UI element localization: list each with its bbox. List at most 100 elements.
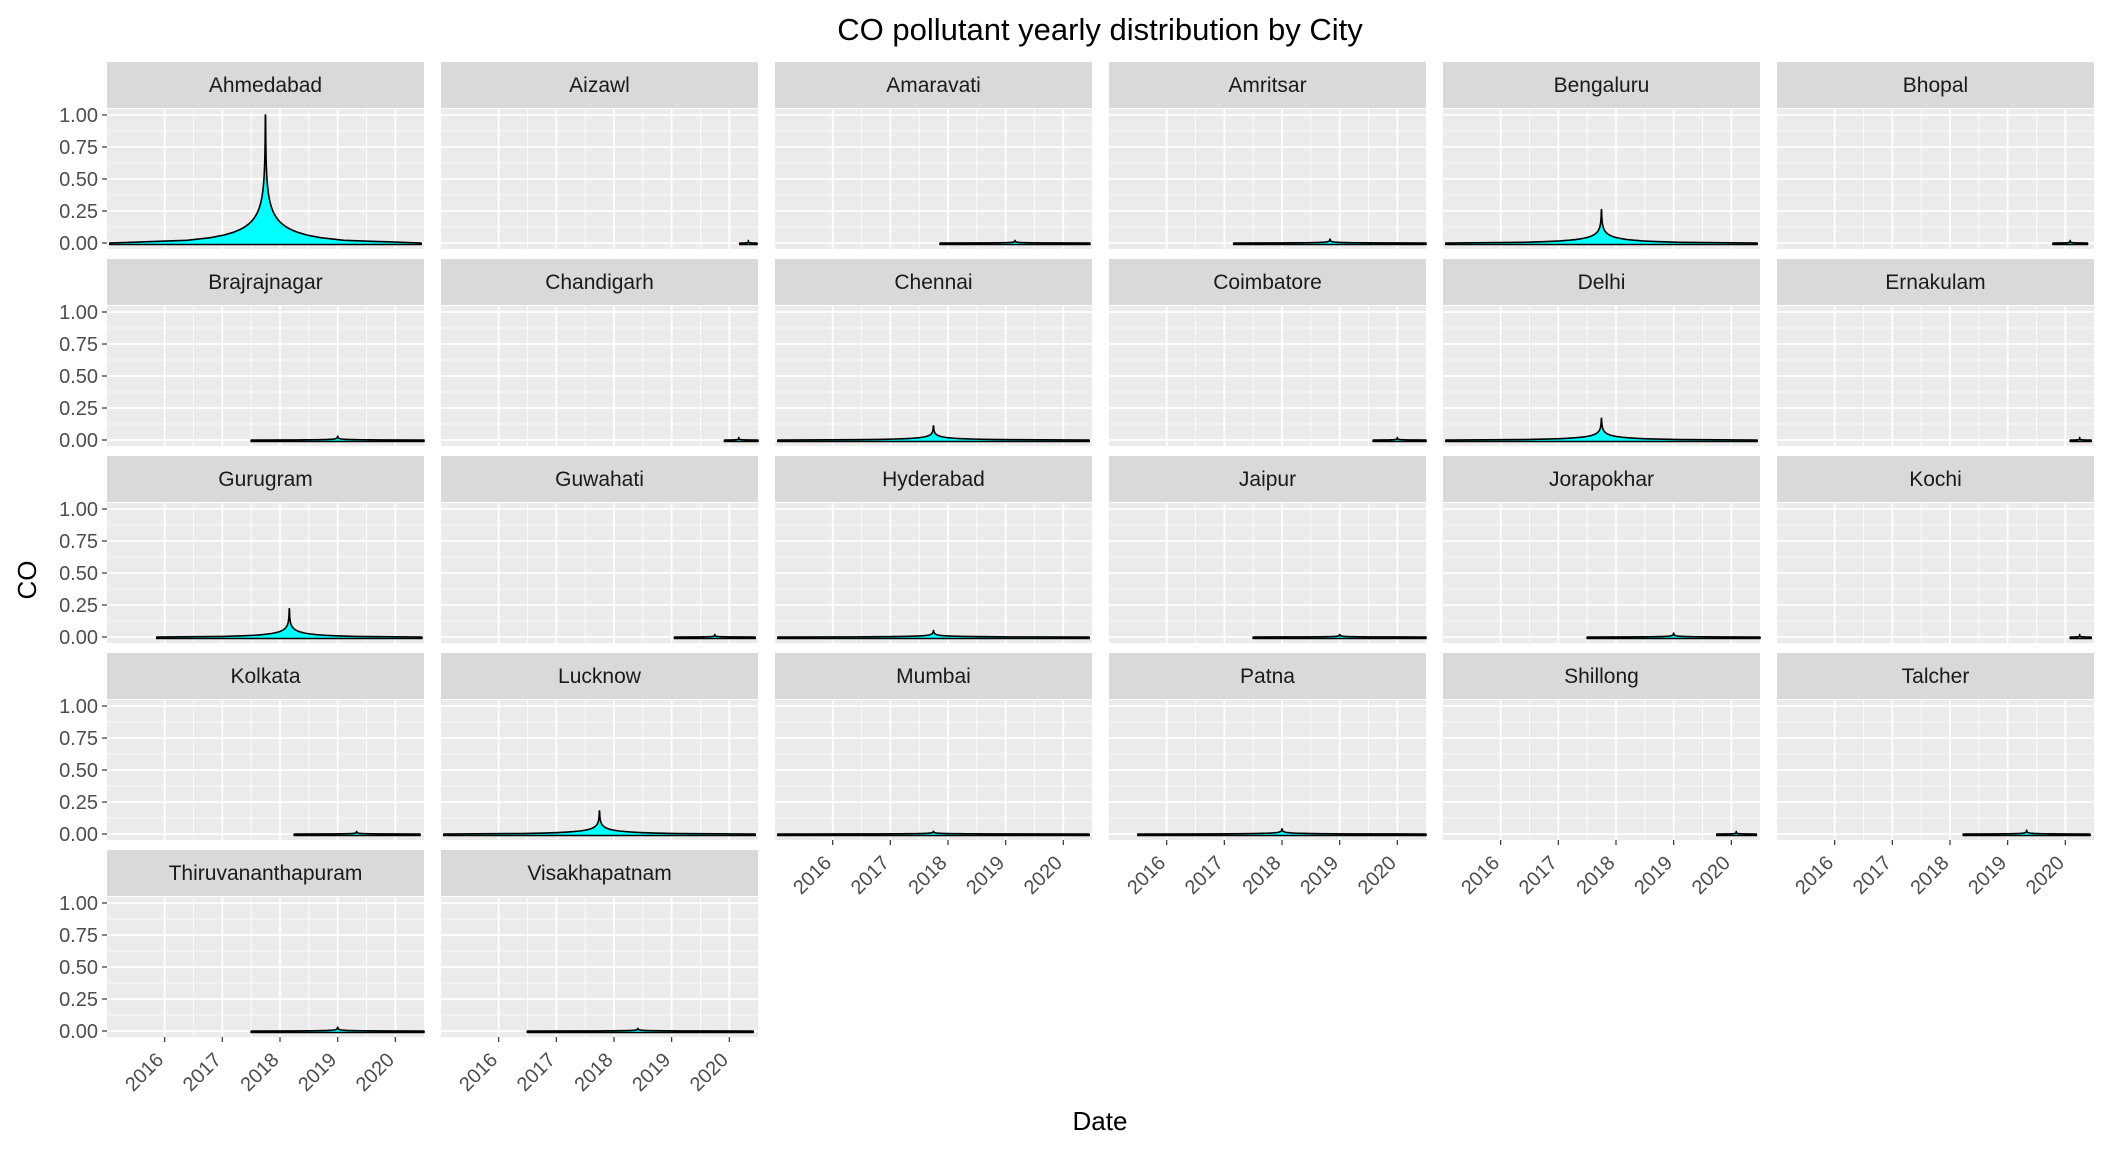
x-tick-label: 2017 [847,852,894,899]
violin-shape [738,239,758,246]
facet-strip [441,456,758,502]
facet-strip-label: Bengaluru [1554,74,1650,97]
facet-panel: Jaipur [1109,456,1427,643]
violin-shape [2052,239,2089,246]
facet-strip-label: Chennai [894,271,972,294]
facet-strip [775,62,1092,108]
facet-panel: Thiruvananthapuram 0.00 0.25 0.50 0.75 1.00 20… [59,850,425,1096]
violin-shape [293,830,421,837]
x-tick-label: 2020 [1354,852,1401,899]
facet-strip [107,850,424,896]
facet-strip-label: Gurugram [218,468,313,491]
x-tick-label: 2020 [1020,852,1067,899]
x-tick-label: 2017 [179,1049,226,1096]
violin-shape [1962,829,2091,837]
x-tick-label: 2016 [455,1049,502,1096]
y-tick-label: 0.75 [59,137,98,159]
y-tick-label: 0.50 [59,563,98,585]
x-tick-label: 2018 [1239,852,1286,899]
facet-panel: Brajrajnagar 0.00 0.25 0.50 0.75 1.00 [59,259,425,452]
violin-shape [442,810,756,837]
facet-panel: Gurugram 0.00 0.25 0.50 0.75 1.00 [59,456,424,649]
facet-strip-label: Talcher [1902,665,1970,688]
y-tick-label: 0.50 [59,366,98,388]
facet-strip-label: Thiruvananthapuram [169,862,363,885]
facet-strip-label: Patna [1240,665,1295,688]
x-tick-label: 2019 [1964,852,2011,899]
facet-panel: Amritsar [1109,62,1427,249]
facet-strip-label: Jaipur [1239,468,1296,491]
facet-panel: Guwahati [441,456,758,643]
x-tick-label: 2020 [686,1049,733,1096]
facet-strip-label: Mumbai [896,665,971,688]
x-tick-label: 2020 [352,1049,399,1096]
violin-shape [939,239,1091,246]
facet-strip-label: Delhi [1578,271,1626,294]
facet-panel: Shillong 2016 2017 2018 2019 2020 [1443,653,1760,899]
x-tick-label: 2016 [1457,852,1504,899]
facet-strip [1109,456,1426,502]
violin-shape [155,608,423,640]
facet-strip-label: Jorapokhar [1549,468,1654,491]
violin-shape [526,1027,754,1034]
y-tick-label: 0.50 [59,760,98,782]
violin-shape [723,436,759,443]
violin-shape [2069,436,2092,443]
facet-panel: Bengaluru [1443,62,1760,249]
y-tick-label: 0.25 [59,792,98,814]
y-tick-label: 0.50 [59,957,98,979]
facet-strip [1443,62,1760,108]
facet-panel: Ernakulam [1777,259,2094,446]
facet-strip-label: Ahmedabad [209,74,322,97]
violin-shape [250,1026,425,1034]
y-tick-label: 0.75 [59,925,98,947]
x-tick-label: 2016 [1123,852,1170,899]
violin-shape [673,633,756,640]
facet-strip [1777,259,2094,305]
facet-panel: Lucknow [441,653,758,840]
y-tick-label: 0.25 [59,595,98,617]
facet-strip-label: Amritsar [1228,74,1306,97]
x-tick-label: 2018 [1907,852,1954,899]
chart-title: CO pollutant yearly distribution by City [837,12,1363,47]
facet-strip [1777,456,2094,502]
facet-strip-label: Ernakulam [1885,271,1985,294]
facet-panel: Chennai [775,259,1092,446]
violin-shape [776,830,1090,837]
facet-panel: Aizawl [441,62,758,249]
y-tick-label: 0.00 [59,1021,98,1043]
violin-shape [776,425,1090,443]
violin-shape [250,435,425,443]
violin-shape [1372,436,1427,443]
facet-strip [1443,259,1760,305]
facet-strip-label: Kochi [1909,468,1962,491]
facet-strip-label: Visakhapatnam [527,862,671,885]
facet-strip-label: Brajrajnagar [208,271,322,294]
violin-shape [1715,830,1758,837]
facet-strip [441,62,758,108]
y-tick-label: 0.25 [59,398,98,420]
facet-strip [1109,62,1426,108]
y-tick-label: 0.00 [59,430,98,452]
y-tick-label: 0.75 [59,728,98,750]
x-tick-label: 2018 [237,1049,284,1096]
facet-panel: Mumbai 2016 2017 2018 2019 2020 [775,653,1092,899]
x-tick-label: 2020 [1688,852,1735,899]
x-tick-label: 2019 [294,1049,341,1096]
x-tick-label: 2019 [1296,852,1343,899]
y-tick-label: 0.00 [59,627,98,649]
x-tick-label: 2017 [1181,852,1228,899]
y-axis-title: CO [12,561,42,600]
y-tick-label: 1.00 [59,499,98,521]
y-tick-label: 0.25 [59,201,98,223]
violin-shape [2069,633,2092,640]
facet-strip [1777,62,2094,108]
facet-strip-label: Chandigarh [545,271,654,294]
facet-strip [107,259,424,305]
y-tick-label: 0.75 [59,334,98,356]
facet-strip [1109,653,1426,699]
violin-shape [1232,238,1427,246]
facet-panel: Amaravati [775,62,1092,249]
x-tick-label: 2017 [1849,852,1896,899]
